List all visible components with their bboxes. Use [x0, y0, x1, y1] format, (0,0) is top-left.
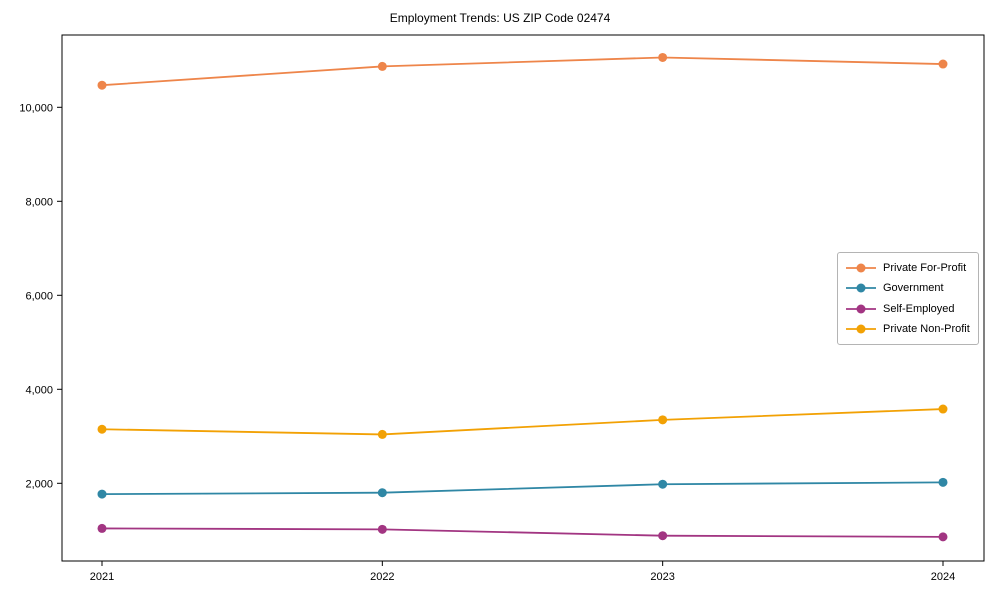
data-point-government [938, 477, 948, 487]
plot-frame [61, 34, 985, 562]
x-tick-label: 2023 [650, 571, 674, 583]
data-point-self-employed [377, 524, 387, 534]
x-tick-label: 2024 [931, 571, 955, 583]
data-point-self-employed [938, 532, 948, 542]
data-point-self-employed [658, 531, 668, 541]
legend-marker-icon [846, 324, 876, 334]
y-tick-label: 2,000 [25, 478, 53, 490]
legend-item-government: Government [846, 282, 970, 294]
legend-item-private-for-profit: Private For-Profit [846, 262, 970, 274]
legend-marker-icon [846, 283, 876, 293]
legend-label: Private For-Profit [883, 262, 967, 275]
legend-item-private-non-profit: Private Non-Profit [846, 323, 970, 335]
legend: Private For-Profit Government Self-Employe… [837, 252, 979, 345]
series-line-private-non-profit [101, 408, 944, 436]
legend-label: Government [883, 282, 944, 295]
data-point-private-for-profit [377, 61, 387, 71]
data-point-private-non-profit [938, 404, 948, 414]
y-tick-label: 8,000 [25, 196, 53, 208]
series-line-self-employed [101, 527, 943, 538]
legend-marker-icon [846, 304, 876, 314]
y-tick-label: 6,000 [25, 290, 53, 302]
data-point-government [658, 479, 668, 489]
series-line-government [101, 481, 943, 496]
data-point-private-for-profit [658, 52, 668, 62]
x-tick-label: 2021 [90, 571, 114, 583]
y-tick-label: 4,000 [25, 384, 53, 396]
chart-title: Employment Trends: US ZIP Code 02474 [389, 11, 611, 25]
data-point-private-non-profit [97, 424, 107, 434]
data-point-self-employed [97, 523, 107, 533]
legend-item-self-employed: Self-Employed [846, 303, 970, 315]
legend-label: Private Non-Profit [883, 322, 970, 335]
data-point-private-non-profit [377, 429, 387, 439]
data-point-private-non-profit [658, 415, 668, 425]
x-tick-label: 2022 [370, 571, 394, 583]
data-point-private-for-profit [97, 80, 107, 90]
legend-marker-icon [846, 263, 876, 273]
legend-label: Self-Employed [883, 302, 955, 315]
data-point-government [377, 488, 387, 498]
data-point-private-for-profit [938, 59, 948, 69]
data-point-government [97, 489, 107, 499]
y-tick-label: 10,000 [19, 102, 53, 114]
series-line-private-for-profit [101, 56, 944, 87]
